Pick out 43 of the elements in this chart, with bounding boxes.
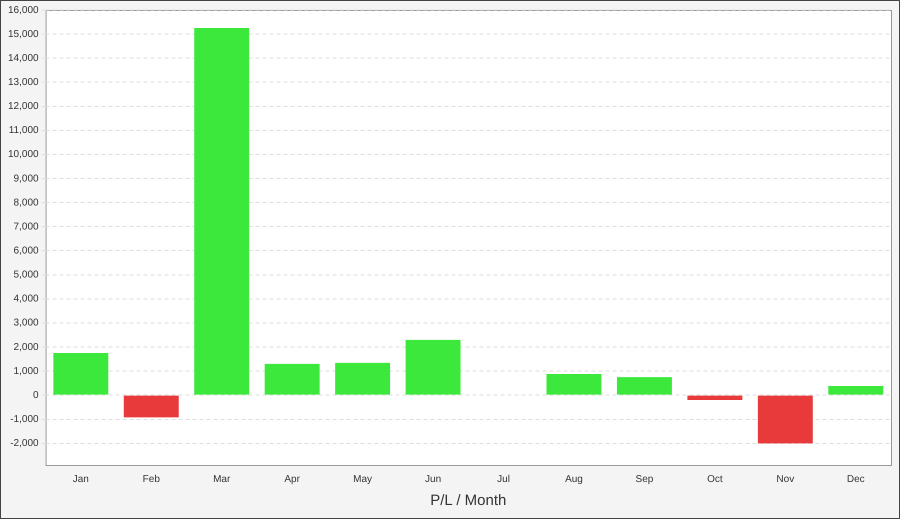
y-tick-label: 16,000 (8, 4, 40, 16)
x-axis-title: P/L / Month (430, 492, 506, 510)
x-tick-label: May (353, 474, 372, 485)
y-tick-label: 3,000 (14, 318, 40, 329)
y-tick-label: 4,000 (14, 294, 40, 305)
y-tick-label: -1,000 (10, 414, 40, 426)
y-tick-label: 10,000 (8, 149, 40, 160)
x-tick-label: Mar (213, 474, 231, 485)
bar (828, 386, 884, 395)
x-tick-label: Sep (636, 474, 654, 485)
y-tick-label: 5,000 (14, 270, 40, 281)
bar (546, 374, 602, 395)
bar (406, 340, 461, 395)
bar (53, 353, 108, 395)
bar (264, 364, 320, 395)
y-tick-label: 7,000 (14, 221, 40, 232)
y-tick-label: 6,000 (14, 245, 40, 256)
x-tick-label: Apr (284, 474, 301, 485)
x-tick-label: Dec (846, 474, 865, 485)
x-tick-label: Oct (707, 474, 723, 485)
y-tick-label: 14,000 (8, 52, 40, 64)
x-tick-label: Jul (497, 474, 510, 485)
y-tick-label: 9,000 (14, 173, 40, 184)
y-tick-label: 11,000 (8, 125, 40, 136)
x-tick-label: Aug (565, 474, 583, 485)
bar (758, 396, 813, 444)
bar (124, 396, 179, 418)
bar (687, 396, 742, 400)
y-tick-label: 12,000 (8, 101, 40, 112)
y-tick-label: -2,000 (10, 438, 40, 450)
bar (335, 362, 390, 395)
x-tick-label: Jan (72, 474, 89, 485)
x-tick-label: Nov (776, 474, 794, 485)
y-tick-label: 0 (33, 390, 40, 401)
x-tick-label: Jun (425, 474, 442, 485)
y-tick-label: 15,000 (8, 28, 40, 40)
bar (194, 28, 250, 395)
y-tick-label: 2,000 (14, 342, 40, 353)
y-tick-label: 13,000 (8, 76, 40, 88)
y-tick-label: 1,000 (14, 366, 40, 377)
y-tick-label: 8,000 (14, 197, 40, 208)
bar (616, 377, 672, 395)
x-tick-label: Feb (142, 474, 160, 485)
